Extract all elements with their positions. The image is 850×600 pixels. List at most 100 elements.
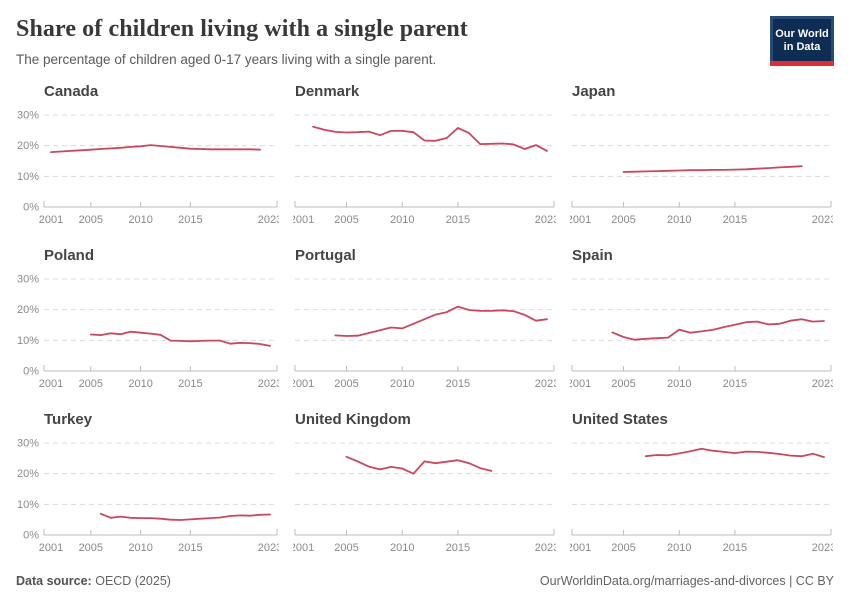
y-tick-label-10: 10% — [17, 171, 39, 183]
chart-panel-poland: Poland 0% 10% 20% 30% 2001 2005 2010 2015 2023 — [16, 247, 282, 402]
x-tick-label-2015: 2015 — [723, 542, 747, 554]
x-tick-label-2001: 2001 — [39, 542, 63, 554]
x-tick-label-2001: 2001 — [570, 542, 591, 554]
y-tick-label-30: 30% — [17, 110, 39, 122]
x-tick-label-2015: 2015 — [446, 542, 470, 554]
y-tick-label-0: 0% — [23, 202, 39, 214]
x-tick-label-2010: 2010 — [667, 378, 691, 390]
y-tick-label-20: 20% — [17, 304, 39, 316]
line-chart-spain: 2001 2005 2010 2015 2023 — [567, 278, 836, 390]
line-chart-denmark: 2001 2005 2010 2015 2023 — [290, 114, 559, 226]
x-tick-label-2010: 2010 — [390, 542, 414, 554]
chart-footer: Data source: OECD (2025) OurWorldinData.… — [16, 574, 834, 588]
data-line-spain — [611, 318, 825, 341]
panel-title-poland: Poland — [44, 247, 95, 264]
x-tick-label-2015: 2015 — [446, 214, 470, 226]
panel-title-japan: Japan — [572, 83, 616, 100]
panel-title-turkey: Turkey — [44, 411, 93, 428]
data-line-denmark — [312, 125, 548, 152]
x-tick-label-2005: 2005 — [334, 214, 358, 226]
x-tick-label-2015: 2015 — [178, 214, 202, 226]
x-tick-label-2023: 2023 — [812, 378, 833, 390]
y-tick-label-0: 0% — [23, 530, 39, 542]
data-source-label: Data source: — [16, 574, 92, 588]
data-line-poland — [89, 330, 271, 347]
y-tick-label-20: 20% — [17, 468, 39, 480]
x-tick-label-2005: 2005 — [79, 378, 103, 390]
data-line-japan — [622, 165, 803, 173]
x-tick-label-2005: 2005 — [334, 378, 358, 390]
line-chart-canada: 0% 10% 20% 30% 2001 2005 2010 2015 2023 — [17, 110, 282, 227]
data-source-value: OECD (2025) — [95, 574, 171, 588]
x-tick-label-2015: 2015 — [178, 378, 202, 390]
x-tick-label-2023: 2023 — [812, 542, 833, 554]
x-tick-label-2015: 2015 — [723, 214, 747, 226]
x-tick-label-2023: 2023 — [812, 214, 833, 226]
chart-panel-denmark: Denmark 2001 2005 2010 2015 2023 — [290, 83, 559, 238]
chart-panel-turkey: Turkey 0% 10% 20% 30% 2001 2005 2010 2015 2023 — [16, 411, 282, 566]
line-chart-japan: 2001 2005 2010 2015 2023 — [567, 114, 836, 226]
x-tick-label-2023: 2023 — [258, 542, 279, 554]
x-tick-label-2010: 2010 — [667, 542, 691, 554]
data-line-canada — [50, 144, 261, 153]
data-line-turkey — [99, 512, 271, 521]
data-line-united-states — [644, 447, 825, 459]
x-tick-label-2023: 2023 — [535, 542, 556, 554]
panel-title-denmark: Denmark — [295, 83, 360, 100]
small-multiples-grid: Canada0%10%20%30%20012005201020152023Den… — [16, 83, 836, 566]
line-chart-united-states: 2001 2005 2010 2015 2023 — [567, 442, 836, 554]
x-tick-label-2005: 2005 — [611, 214, 635, 226]
chart-panel-united-kingdom: United Kingdom 2001 2005 2010 2015 2023 — [290, 411, 559, 566]
y-tick-label-10: 10% — [17, 335, 39, 347]
x-tick-label-2001: 2001 — [293, 214, 314, 226]
line-chart-united-kingdom: 2001 2005 2010 2015 2023 — [290, 442, 559, 554]
panel-title-united-states: United States — [572, 411, 668, 428]
data-source: Data source: OECD (2025) — [16, 574, 171, 588]
x-tick-label-2005: 2005 — [79, 214, 103, 226]
x-tick-label-2005: 2005 — [79, 542, 103, 554]
owid-logo[interactable]: Our World in Data — [770, 16, 834, 66]
chart-header: Share of children living with a single p… — [16, 14, 834, 73]
chart-panel-portugal: Portugal 2001 2005 2010 2015 2023 — [290, 247, 559, 402]
panel-title-united-kingdom: United Kingdom — [295, 411, 411, 428]
data-line-united-kingdom — [345, 455, 493, 475]
x-tick-label-2015: 2015 — [446, 378, 470, 390]
owid-logo-line2: in Data — [783, 40, 821, 53]
attribution: OurWorldinData.org/marriages-and-divorce… — [539, 574, 834, 588]
panel-title-portugal: Portugal — [295, 247, 356, 264]
x-tick-label-2001: 2001 — [293, 542, 314, 554]
line-chart-poland: 0% 10% 20% 30% 2001 2005 2010 2015 2023 — [17, 274, 282, 391]
x-tick-label-2023: 2023 — [258, 378, 279, 390]
x-tick-label-2001: 2001 — [570, 378, 591, 390]
x-tick-label-2001: 2001 — [293, 378, 314, 390]
line-chart-turkey: 0% 10% 20% 30% 2001 2005 2010 2015 2023 — [17, 438, 282, 555]
x-tick-label-2005: 2005 — [611, 378, 635, 390]
x-tick-label-2015: 2015 — [178, 542, 202, 554]
y-tick-label-20: 20% — [17, 140, 39, 152]
x-tick-label-2023: 2023 — [535, 214, 556, 226]
page-title: Share of children living with a single p… — [16, 16, 468, 42]
panel-title-spain: Spain — [572, 247, 613, 264]
x-tick-label-2010: 2010 — [667, 214, 691, 226]
x-tick-label-2023: 2023 — [535, 378, 556, 390]
x-tick-label-2001: 2001 — [39, 214, 63, 226]
chart-panel-japan: Japan 2001 2005 2010 2015 2023 — [567, 83, 836, 238]
x-tick-label-2001: 2001 — [39, 378, 63, 390]
x-tick-label-2005: 2005 — [611, 542, 635, 554]
x-tick-label-2010: 2010 — [390, 214, 414, 226]
y-tick-label-0: 0% — [23, 366, 39, 378]
x-tick-label-2010: 2010 — [128, 214, 152, 226]
chart-panel-united-states: United States 2001 2005 2010 2015 2023 — [567, 411, 836, 566]
chart-panel-canada: Canada 0% 10% 20% 30% 2001 2005 2010 2015 2023 — [16, 83, 282, 238]
x-tick-label-2015: 2015 — [723, 378, 747, 390]
x-tick-label-2010: 2010 — [128, 378, 152, 390]
panel-title-canada: Canada — [44, 83, 99, 100]
chart-panel-spain: Spain 2001 2005 2010 2015 2023 — [567, 247, 836, 402]
owid-logo-line1: Our World — [775, 27, 829, 40]
x-tick-label-2023: 2023 — [258, 214, 279, 226]
data-line-portugal — [334, 305, 548, 337]
line-chart-portugal: 2001 2005 2010 2015 2023 — [290, 278, 559, 390]
x-tick-label-2001: 2001 — [570, 214, 591, 226]
x-tick-label-2010: 2010 — [390, 378, 414, 390]
